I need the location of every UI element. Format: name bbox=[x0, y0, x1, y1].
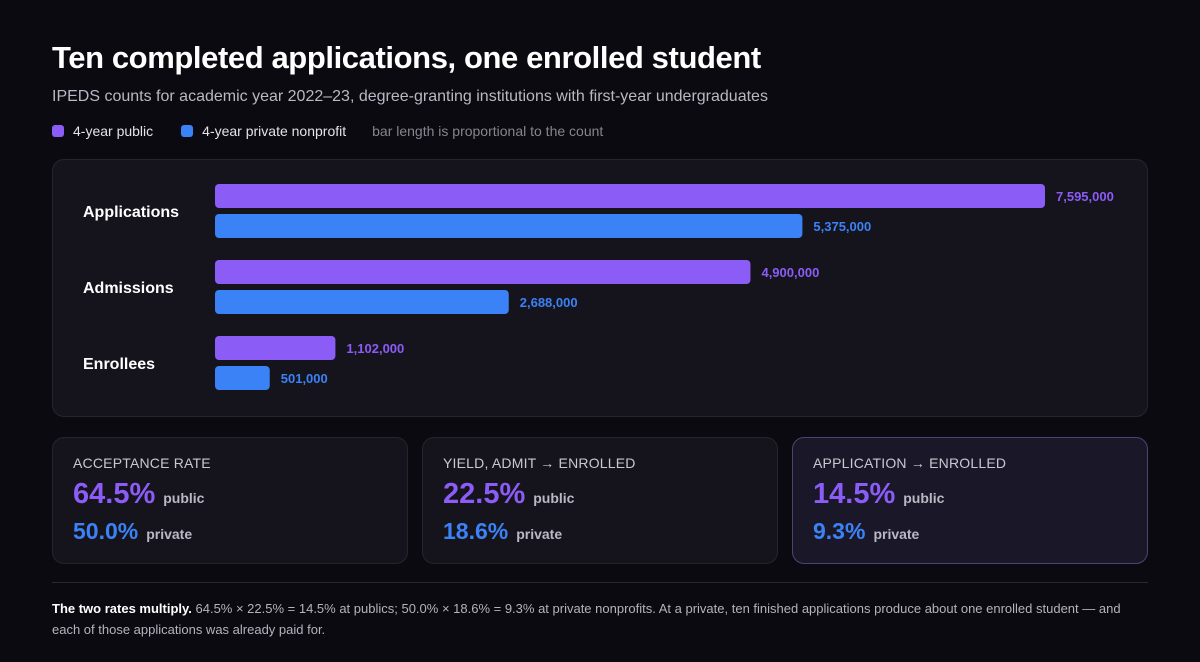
card-public-row: 64.5% public bbox=[73, 478, 204, 511]
card-label: APPLICATION → ENROLLED bbox=[813, 455, 1007, 471]
bar-value-label-applications-private: 5,375,000 bbox=[813, 219, 871, 234]
footnote: The two rates multiply. 64.5% × 22.5% = … bbox=[52, 598, 1148, 640]
card-private-tag: private bbox=[873, 526, 920, 542]
bar-applications-public bbox=[215, 184, 1045, 208]
bar-value-label-admissions-public: 4,900,000 bbox=[761, 265, 819, 280]
bar-enrollees-private bbox=[215, 366, 270, 390]
card-private-value: 9.3% bbox=[813, 518, 866, 544]
card-public-row: 14.5% public bbox=[813, 478, 944, 511]
card-private-value: 50.0% bbox=[73, 518, 139, 544]
legend-swatch-public bbox=[52, 125, 64, 137]
legend: 4-year public 4-year private nonprofit b… bbox=[52, 123, 603, 139]
divider bbox=[52, 582, 1148, 583]
card-label: YIELD, ADMIT → ENROLLED bbox=[443, 455, 636, 471]
bar-admissions-public bbox=[215, 260, 751, 284]
card-private-row: 18.6% private bbox=[443, 518, 562, 545]
legend-note: bar length is proportional to the count bbox=[372, 123, 604, 139]
card-public-row: 22.5% public bbox=[443, 478, 574, 511]
card-public-value: 64.5% bbox=[73, 478, 156, 510]
card-public-value: 14.5% bbox=[813, 478, 896, 510]
card-public-tag: public bbox=[533, 490, 575, 506]
page-subtitle: IPEDS counts for academic year 2022–23, … bbox=[52, 88, 768, 105]
card-public-value: 22.5% bbox=[443, 478, 526, 510]
bar-applications-private bbox=[215, 214, 803, 238]
category-label-applications: Applications bbox=[83, 204, 179, 221]
footnote-lead: The two rates multiply. bbox=[52, 601, 192, 616]
legend-swatch-private bbox=[181, 125, 194, 137]
page-title: Ten completed applications, one enrolled… bbox=[52, 40, 761, 75]
card-public-tag: public bbox=[903, 490, 945, 506]
footnote-text: 64.5% × 22.5% = 14.5% at publics; 50.0% … bbox=[52, 601, 1121, 637]
legend-item-public: 4-year public bbox=[52, 123, 153, 139]
bar-value-label-enrollees-private: 501,000 bbox=[281, 371, 328, 386]
category-label-admissions: Admissions bbox=[83, 280, 174, 297]
chart-panel: Applications 7,595,000 5,375,000 Admissions… bbox=[52, 159, 1148, 417]
card-yield: YIELD, ADMIT → ENROLLED 22.5% public 18.… bbox=[422, 437, 778, 564]
card-private-tag: private bbox=[516, 526, 563, 542]
legend-label-private: 4-year private nonprofit bbox=[202, 123, 347, 139]
legend-label-public: 4-year public bbox=[73, 123, 154, 139]
card-label: ACCEPTANCE RATE bbox=[73, 455, 211, 471]
bar-value-label-applications-public: 7,595,000 bbox=[1056, 189, 1114, 204]
rate-cards: ACCEPTANCE RATE 64.5% public 50.0% priva… bbox=[52, 437, 1148, 564]
bar-enrollees-public bbox=[215, 336, 336, 360]
card-private-value: 18.6% bbox=[443, 518, 509, 544]
bar-value-label-enrollees-public: 1,102,000 bbox=[346, 341, 404, 356]
card-private-row: 9.3% private bbox=[813, 518, 919, 545]
card-private-row: 50.0% private bbox=[73, 518, 192, 545]
card-public-tag: public bbox=[163, 490, 205, 506]
bar-value-label-admissions-private: 2,688,000 bbox=[520, 295, 578, 310]
card-acceptance-rate: ACCEPTANCE RATE 64.5% public 50.0% priva… bbox=[52, 437, 408, 564]
card-private-tag: private bbox=[146, 526, 193, 542]
bar-admissions-private bbox=[215, 290, 509, 314]
card-application-to-enrolled: APPLICATION → ENROLLED 14.5% public 9.3%… bbox=[792, 437, 1148, 564]
category-label-enrollees: Enrollees bbox=[83, 356, 155, 373]
legend-item-private: 4-year private nonprofit bbox=[181, 123, 346, 139]
bar-chart: Applications 7,595,000 5,375,000 Admissions… bbox=[83, 184, 1114, 390]
